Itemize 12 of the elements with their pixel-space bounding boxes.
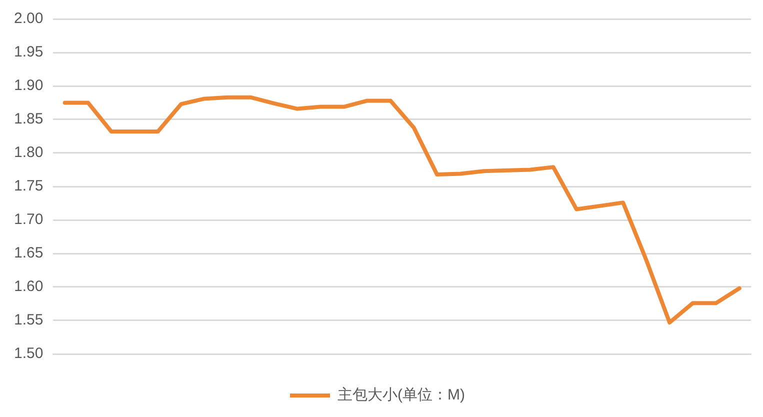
- y-tick-label: 1.80: [14, 144, 44, 162]
- y-tick-label: 1.70: [14, 211, 44, 228]
- y-tick-label: 1.95: [14, 44, 44, 61]
- y-tick-label: 1.75: [14, 178, 44, 195]
- legend-label: 主包大小(单位：M): [338, 386, 466, 404]
- y-tick-label: 1.60: [14, 278, 44, 296]
- y-tick-label: 2.00: [14, 10, 44, 28]
- y-tick-label: 1.90: [14, 77, 44, 94]
- y-tick-label: 1.65: [14, 244, 44, 262]
- y-tick-label: 1.85: [14, 110, 44, 128]
- y-tick-label: 1.50: [14, 345, 44, 362]
- y-tick-label: 1.55: [14, 312, 44, 329]
